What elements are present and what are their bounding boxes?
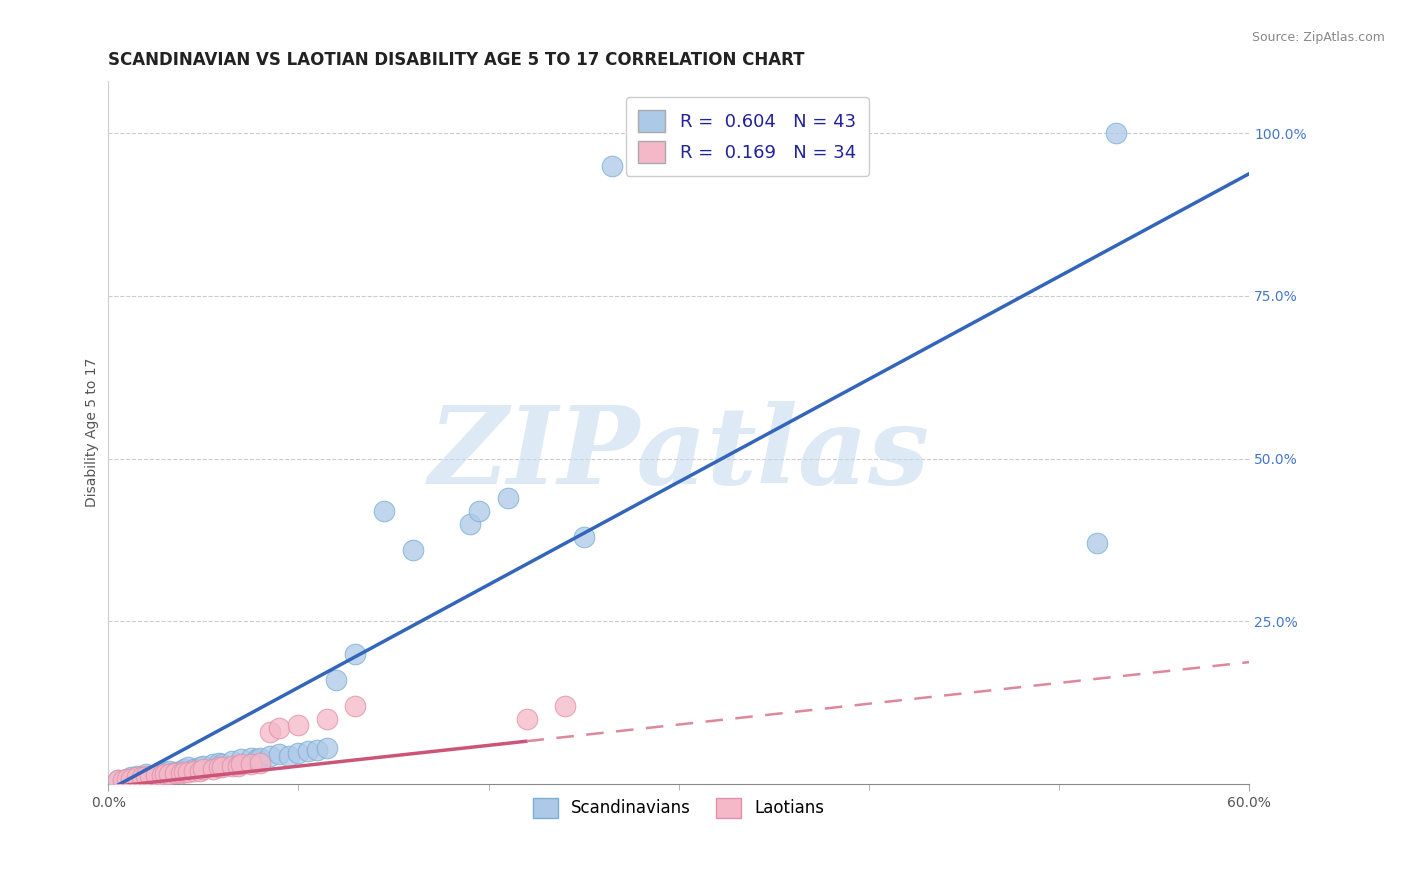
Scandinavians: [373, 503, 395, 517]
Text: SCANDINAVIAN VS LAOTIAN DISABILITY AGE 5 TO 17 CORRELATION CHART: SCANDINAVIAN VS LAOTIAN DISABILITY AGE 5…: [108, 51, 804, 69]
Scandinavians: [125, 769, 148, 783]
Scandinavians: [193, 758, 215, 772]
Scandinavians: [150, 767, 173, 781]
Laotians: [554, 698, 576, 713]
Scandinavians: [468, 503, 491, 517]
Laotians: [145, 767, 167, 781]
Scandinavians: [211, 757, 233, 772]
Scandinavians: [496, 491, 519, 505]
Scandinavians: [277, 749, 299, 764]
Laotians: [226, 758, 249, 772]
Scandinavians: [183, 763, 205, 777]
Scandinavians: [269, 747, 291, 762]
Scandinavians: [135, 767, 157, 781]
Laotians: [188, 764, 211, 778]
Scandinavians: [1085, 536, 1108, 550]
Scandinavians: [239, 750, 262, 764]
Scandinavians: [245, 752, 267, 766]
Scandinavians: [163, 765, 186, 780]
Laotians: [173, 765, 195, 780]
Scandinavians: [131, 770, 153, 784]
Laotians: [107, 773, 129, 788]
Scandinavians: [155, 765, 177, 780]
Scandinavians: [401, 542, 423, 557]
Scandinavians: [572, 530, 595, 544]
Scandinavians: [316, 741, 339, 756]
Laotians: [269, 722, 291, 736]
Text: ZIPatlas: ZIPatlas: [429, 401, 929, 507]
Legend: Scandinavians, Laotians: Scandinavians, Laotians: [526, 791, 831, 824]
Scandinavians: [287, 746, 309, 760]
Scandinavians: [600, 159, 623, 173]
Scandinavians: [231, 752, 253, 766]
Laotians: [207, 760, 229, 774]
Scandinavians: [117, 772, 139, 786]
Laotians: [221, 758, 243, 772]
Laotians: [287, 718, 309, 732]
Laotians: [155, 767, 177, 781]
Laotians: [117, 772, 139, 786]
Text: Source: ZipAtlas.com: Source: ZipAtlas.com: [1251, 31, 1385, 45]
Laotians: [193, 763, 215, 777]
Scandinavians: [188, 760, 211, 774]
Scandinavians: [325, 673, 347, 687]
Scandinavians: [297, 744, 319, 758]
Laotians: [112, 772, 135, 787]
Laotians: [231, 757, 253, 772]
Laotians: [344, 698, 367, 713]
Laotians: [131, 770, 153, 784]
Scandinavians: [107, 773, 129, 788]
Laotians: [150, 767, 173, 781]
Laotians: [169, 766, 191, 780]
Scandinavians: [458, 516, 481, 531]
Laotians: [177, 765, 200, 780]
Scandinavians: [249, 750, 271, 764]
Scandinavians: [344, 647, 367, 661]
Laotians: [163, 766, 186, 780]
Scandinavians: [157, 764, 180, 778]
Laotians: [139, 769, 162, 783]
Scandinavians: [169, 764, 191, 778]
Laotians: [201, 763, 224, 777]
Scandinavians: [259, 749, 281, 764]
Scandinavians: [145, 769, 167, 783]
Scandinavians: [221, 754, 243, 768]
Laotians: [135, 769, 157, 783]
Y-axis label: Disability Age 5 to 17: Disability Age 5 to 17: [86, 358, 100, 508]
Scandinavians: [307, 743, 329, 757]
Laotians: [211, 760, 233, 774]
Laotians: [239, 757, 262, 772]
Laotians: [259, 724, 281, 739]
Laotians: [316, 712, 339, 726]
Scandinavians: [1105, 127, 1128, 141]
Scandinavians: [120, 770, 142, 784]
Scandinavians: [173, 763, 195, 777]
Laotians: [183, 764, 205, 778]
Laotians: [157, 767, 180, 781]
Laotians: [516, 712, 538, 726]
Laotians: [249, 756, 271, 770]
Laotians: [125, 770, 148, 784]
Laotians: [120, 772, 142, 786]
Scandinavians: [177, 760, 200, 774]
Scandinavians: [207, 756, 229, 770]
Scandinavians: [201, 757, 224, 772]
